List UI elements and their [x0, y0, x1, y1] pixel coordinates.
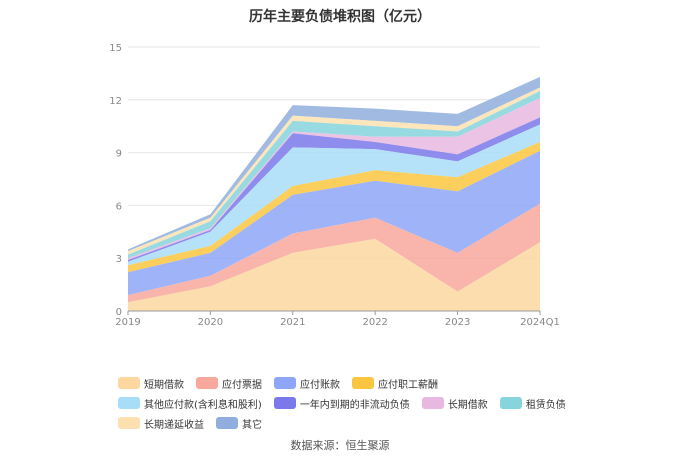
- y-tick-label: 15: [109, 43, 122, 54]
- legend-item[interactable]: 长期借款: [421, 396, 488, 411]
- legend-swatch: [499, 397, 522, 409]
- x-tick-label: 2022: [362, 317, 387, 328]
- legend-item[interactable]: 短期借款: [118, 376, 184, 391]
- legend-label: 其他应付款(含利息和股利): [144, 399, 262, 411]
- series-area: [128, 87, 540, 255]
- legend-swatch: [274, 377, 296, 389]
- series-areas: [128, 76, 540, 311]
- legend-item[interactable]: 应付票据: [196, 376, 262, 391]
- y-tick-label: 6: [116, 201, 122, 212]
- series-area: [128, 124, 540, 266]
- legend-swatch: [216, 417, 238, 429]
- x-tick-label: 2021: [280, 317, 305, 328]
- legend-label: 应付票据: [222, 379, 262, 391]
- legend-label: 应付职工薪酬: [378, 379, 438, 391]
- legend-label: 其它: [242, 419, 262, 431]
- y-tick-label: 0: [116, 307, 122, 318]
- chart-legend: 短期借款 应付票据 应付账款 应付职工薪酬其他应付款(含利息和股利) 一年内到期的非流动…: [118, 376, 588, 431]
- legend-item[interactable]: 应付账款: [274, 376, 340, 391]
- legend-item[interactable]: 租赁负债: [499, 396, 566, 411]
- series-area: [128, 238, 540, 311]
- y-tick-label: 9: [116, 149, 122, 160]
- data-source-note: 数据来源：恒生聚源: [290, 439, 390, 452]
- legend-swatch: [273, 397, 296, 409]
- legend-label: 长期递延收益: [144, 419, 204, 431]
- series-area: [128, 76, 540, 252]
- legend-swatch: [118, 397, 140, 409]
- legend-swatch: [352, 377, 374, 389]
- x-tick-label: 2020: [198, 317, 223, 328]
- legend-swatch: [118, 377, 140, 389]
- legend-label: 长期借款: [447, 399, 488, 411]
- y-tick-label: 12: [109, 96, 122, 107]
- chart-title: 历年主要负债堆积图（亿元）: [249, 9, 431, 25]
- legend-item[interactable]: 其它: [216, 416, 262, 431]
- legend-item[interactable]: 应付职工薪酬: [352, 376, 438, 391]
- x-tick-label: 2023: [445, 317, 470, 328]
- series-area: [128, 142, 540, 273]
- legend-swatch: [118, 417, 140, 429]
- legend-item[interactable]: 长期递延收益: [118, 416, 204, 431]
- x-tick-label: 2019: [115, 317, 140, 328]
- legend-swatch: [196, 377, 218, 389]
- series-area: [128, 117, 540, 262]
- axes: 0 3 6 9 12 15 2019 2020 2021 2022 2023 2024Q1: [109, 43, 560, 328]
- y-tick-label: 3: [116, 254, 122, 265]
- legend-label: 应付账款: [300, 379, 340, 391]
- series-area: [128, 203, 540, 303]
- legend-label: 租赁负债: [525, 399, 566, 411]
- legend-item[interactable]: 其他应付款(含利息和股利): [118, 396, 262, 411]
- x-tick-label: 2024Q1: [520, 317, 560, 328]
- series-area: [128, 98, 540, 260]
- stacked-area-chart: 0 3 6 9 12 15 2019 2020 2021 2022 2023 2024Q1: [109, 43, 560, 328]
- series-area: [128, 91, 540, 259]
- legend-item[interactable]: 一年内到期的非流动负债: [273, 396, 410, 411]
- legend-label: 短期借款: [144, 379, 184, 391]
- series-area: [128, 150, 540, 296]
- legend-swatch: [421, 397, 444, 409]
- legend-label: 一年内到期的非流动负债: [299, 399, 410, 411]
